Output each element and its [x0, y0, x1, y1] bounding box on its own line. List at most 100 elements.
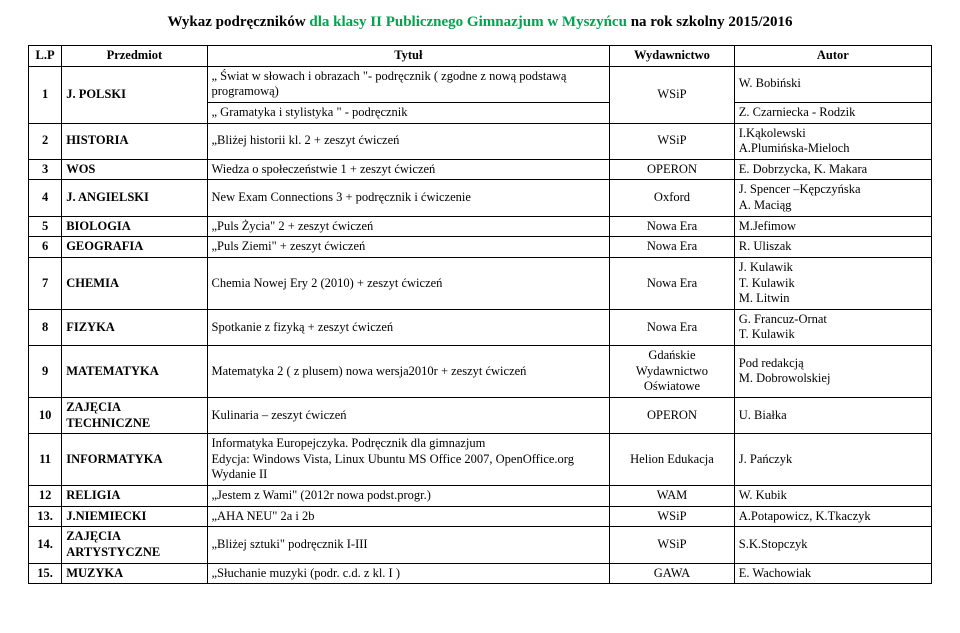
cell-publisher: Gdańskie Wydawnictwo Oświatowe [610, 346, 735, 398]
cell-subject: BIOLOGIA [62, 216, 207, 237]
cell-title: „Puls Życia" 2 + zeszyt ćwiczeń [207, 216, 610, 237]
cell-subject: WOS [62, 159, 207, 180]
cell-publisher: WSiP [610, 123, 735, 159]
cell-subject: ZAJĘCIA ARTYSTYCZNE [62, 527, 207, 563]
cell-title: „ Gramatyka i stylistyka " - podręcznik [207, 102, 610, 123]
cell-subject: INFORMATYKA [62, 434, 207, 486]
cell-publisher: WSiP [610, 66, 735, 123]
table-row: 12 RELIGIA „Jestem z Wami" (2012r nowa p… [29, 486, 932, 507]
cell-lp: 1 [29, 66, 62, 123]
cell-lp: 5 [29, 216, 62, 237]
cell-lp: 8 [29, 309, 62, 345]
cell-lp: 2 [29, 123, 62, 159]
cell-publisher: Nowa Era [610, 237, 735, 258]
cell-subject: RELIGIA [62, 486, 207, 507]
table-row: 14. ZAJĘCIA ARTYSTYCZNE „Bliżej sztuki" … [29, 527, 932, 563]
table-row: 4 J. ANGIELSKI New Exam Connections 3 + … [29, 180, 932, 216]
cell-author: E. Wachowiak [734, 563, 931, 584]
page-title: Wykaz podręczników dla klasy II Publiczn… [28, 14, 932, 31]
cell-author: E. Dobrzycka, K. Makara [734, 159, 931, 180]
cell-author: G. Francuz-Ornat T. Kulawik [734, 309, 931, 345]
cell-subject: HISTORIA [62, 123, 207, 159]
cell-author: W. Bobiński [734, 66, 931, 102]
cell-author: A.Potapowicz, K.Tkaczyk [734, 506, 931, 527]
cell-lp: 3 [29, 159, 62, 180]
cell-title: Wiedza o społeczeństwie 1 + zeszyt ćwicz… [207, 159, 610, 180]
cell-publisher: OPERON [610, 397, 735, 433]
cell-publisher: OPERON [610, 159, 735, 180]
cell-author: J. Kulawik T. Kulawik M. Litwin [734, 257, 931, 309]
col-lp: L.P [29, 46, 62, 67]
cell-lp: 4 [29, 180, 62, 216]
table-row: 7 CHEMIA Chemia Nowej Ery 2 (2010) + zes… [29, 257, 932, 309]
title-part-3: na rok szkolny 2015/2016 [631, 14, 793, 30]
cell-author: Pod redakcją M. Dobrowolskiej [734, 346, 931, 398]
cell-subject: GEOGRAFIA [62, 237, 207, 258]
cell-author: Z. Czarniecka - Rodzik [734, 102, 931, 123]
cell-author: M.Jefimow [734, 216, 931, 237]
cell-subject: J.NIEMIECKI [62, 506, 207, 527]
table-row: 3 WOS Wiedza o społeczeństwie 1 + zeszyt… [29, 159, 932, 180]
page: Wykaz podręczników dla klasy II Publiczn… [0, 0, 960, 608]
table-row: 6 GEOGRAFIA „Puls Ziemi" + zeszyt ćwicze… [29, 237, 932, 258]
cell-title: „Bliżej sztuki" podręcznik I-III [207, 527, 610, 563]
cell-author: I.Kąkolewski A.Plumińska-Mieloch [734, 123, 931, 159]
cell-lp: 9 [29, 346, 62, 398]
cell-title: „Jestem z Wami" (2012r nowa podst.progr.… [207, 486, 610, 507]
cell-title: „AHA NEU" 2a i 2b [207, 506, 610, 527]
cell-subject: FIZYKA [62, 309, 207, 345]
cell-title: New Exam Connections 3 + podręcznik i ćw… [207, 180, 610, 216]
cell-title: Spotkanie z fizyką + zeszyt ćwiczeń [207, 309, 610, 345]
cell-publisher: Nowa Era [610, 257, 735, 309]
cell-publisher: Helion Edukacja [610, 434, 735, 486]
textbook-table: L.P Przedmiot Tytuł Wydawnictwo Autor 1 … [28, 45, 932, 584]
cell-subject: J. ANGIELSKI [62, 180, 207, 216]
title-part-1: Wykaz podręczników [167, 14, 309, 30]
table-row: 1 J. POLSKI „ Świat w słowach i obrazach… [29, 66, 932, 102]
cell-subject: MATEMATYKA [62, 346, 207, 398]
table-row: 11 INFORMATYKA Informatyka Europejczyka.… [29, 434, 932, 486]
cell-lp: 13. [29, 506, 62, 527]
cell-lp: 15. [29, 563, 62, 584]
cell-lp: 11 [29, 434, 62, 486]
cell-author: S.K.Stopczyk [734, 527, 931, 563]
cell-subject: MUZYKA [62, 563, 207, 584]
cell-publisher: WSiP [610, 506, 735, 527]
cell-publisher: WSiP [610, 527, 735, 563]
cell-author: J. Pańczyk [734, 434, 931, 486]
cell-title: „ Świat w słowach i obrazach "- podręczn… [207, 66, 610, 102]
cell-title: „Puls Ziemi" + zeszyt ćwiczeń [207, 237, 610, 258]
cell-subject: J. POLSKI [62, 66, 207, 123]
table-row: 8 FIZYKA Spotkanie z fizyką + zeszyt ćwi… [29, 309, 932, 345]
cell-author: J. Spencer –Kępczyńska A. Maciąg [734, 180, 931, 216]
cell-publisher: GAWA [610, 563, 735, 584]
cell-title: „Bliżej historii kl. 2 + zeszyt ćwiczeń [207, 123, 610, 159]
cell-author: U. Białka [734, 397, 931, 433]
table-row: 9 MATEMATYKA Matematyka 2 ( z plusem) no… [29, 346, 932, 398]
cell-lp: 14. [29, 527, 62, 563]
cell-title: „Słuchanie muzyki (podr. c.d. z kl. I ) [207, 563, 610, 584]
cell-lp: 6 [29, 237, 62, 258]
cell-lp: 12 [29, 486, 62, 507]
table-row: 10 ZAJĘCIA TECHNICZNE Kulinaria – zeszyt… [29, 397, 932, 433]
cell-publisher: Oxford [610, 180, 735, 216]
cell-title: Chemia Nowej Ery 2 (2010) + zeszyt ćwicz… [207, 257, 610, 309]
cell-author: W. Kubik [734, 486, 931, 507]
cell-title: Matematyka 2 ( z plusem) nowa wersja2010… [207, 346, 610, 398]
table-row: 15. MUZYKA „Słuchanie muzyki (podr. c.d.… [29, 563, 932, 584]
table-header-row: L.P Przedmiot Tytuł Wydawnictwo Autor [29, 46, 932, 67]
cell-publisher: WAM [610, 486, 735, 507]
col-autor: Autor [734, 46, 931, 67]
table-row: 2 HISTORIA „Bliżej historii kl. 2 + zesz… [29, 123, 932, 159]
title-part-2: dla klasy II Publicznego Gimnazjum w Mys… [309, 14, 630, 30]
col-przedmiot: Przedmiot [62, 46, 207, 67]
col-wydawnictwo: Wydawnictwo [610, 46, 735, 67]
cell-lp: 7 [29, 257, 62, 309]
col-tytul: Tytuł [207, 46, 610, 67]
cell-title: Informatyka Europejczyka. Podręcznik dla… [207, 434, 610, 486]
cell-subject: CHEMIA [62, 257, 207, 309]
cell-author: R. Uliszak [734, 237, 931, 258]
cell-title: Kulinaria – zeszyt ćwiczeń [207, 397, 610, 433]
cell-publisher: Nowa Era [610, 309, 735, 345]
cell-lp: 10 [29, 397, 62, 433]
